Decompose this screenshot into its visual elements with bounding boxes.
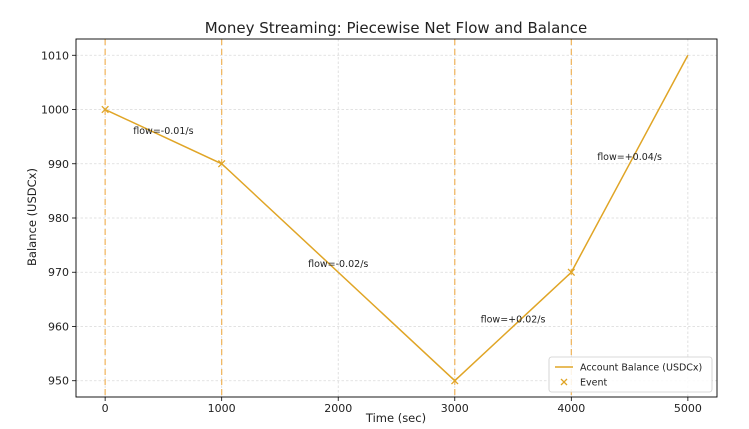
grid (76, 39, 717, 397)
event-marker (451, 376, 459, 385)
x-tick-label: 4000 (557, 402, 585, 415)
event-marker (567, 268, 576, 277)
y-axis-ticks: 950 960 970 980 990 1000 1010 (41, 49, 76, 388)
flow-annotation: flow=-0.01/s (133, 126, 193, 137)
legend: Account Balance (USDCx) Event (548, 356, 713, 393)
event-markers (101, 105, 576, 385)
chart-title: Money Streaming: Piecewise Net Flow and … (205, 19, 588, 37)
x-axis-ticks: 0 1000 2000 3000 4000 5000 (102, 397, 702, 415)
event-marker-stroke (451, 376, 459, 385)
event-marker-stroke (101, 105, 109, 114)
x-tick-label: 2000 (324, 402, 352, 415)
y-tick-label: 1000 (41, 104, 69, 117)
event-marker (101, 105, 109, 114)
legend-label-balance: Account Balance (USDCx) (580, 363, 702, 374)
event-marker-stroke (217, 159, 226, 168)
legend-label-event: Event (580, 378, 607, 389)
x-tick-label: 3000 (441, 402, 469, 415)
flow-annotation: flow=-0.02/s (308, 259, 368, 270)
annotations: flow=-0.01/s flow=-0.02/s flow=+0.02/s flow… (133, 126, 662, 326)
y-tick-label: 990 (48, 158, 69, 171)
x-tick-label: 0 (102, 402, 109, 415)
y-axis-label: Balance (USDCx) (25, 168, 39, 266)
legend-box (548, 356, 713, 393)
flow-annotation: flow=+0.04/s (597, 152, 662, 163)
event-marker-stroke (567, 268, 576, 277)
x-axis-label: Time (sec) (365, 411, 426, 425)
flow-annotation: flow=+0.02/s (481, 315, 546, 326)
y-tick-label: 980 (48, 212, 69, 225)
y-tick-label: 970 (48, 266, 69, 279)
x-tick-label: 1000 (208, 402, 236, 415)
y-tick-label: 950 (48, 375, 69, 388)
y-tick-label: 960 (48, 320, 69, 333)
legend-swatch-x (560, 378, 568, 386)
x-tick-label: 5000 (674, 402, 702, 415)
y-tick-label: 1010 (41, 49, 69, 62)
event-marker (217, 159, 226, 168)
